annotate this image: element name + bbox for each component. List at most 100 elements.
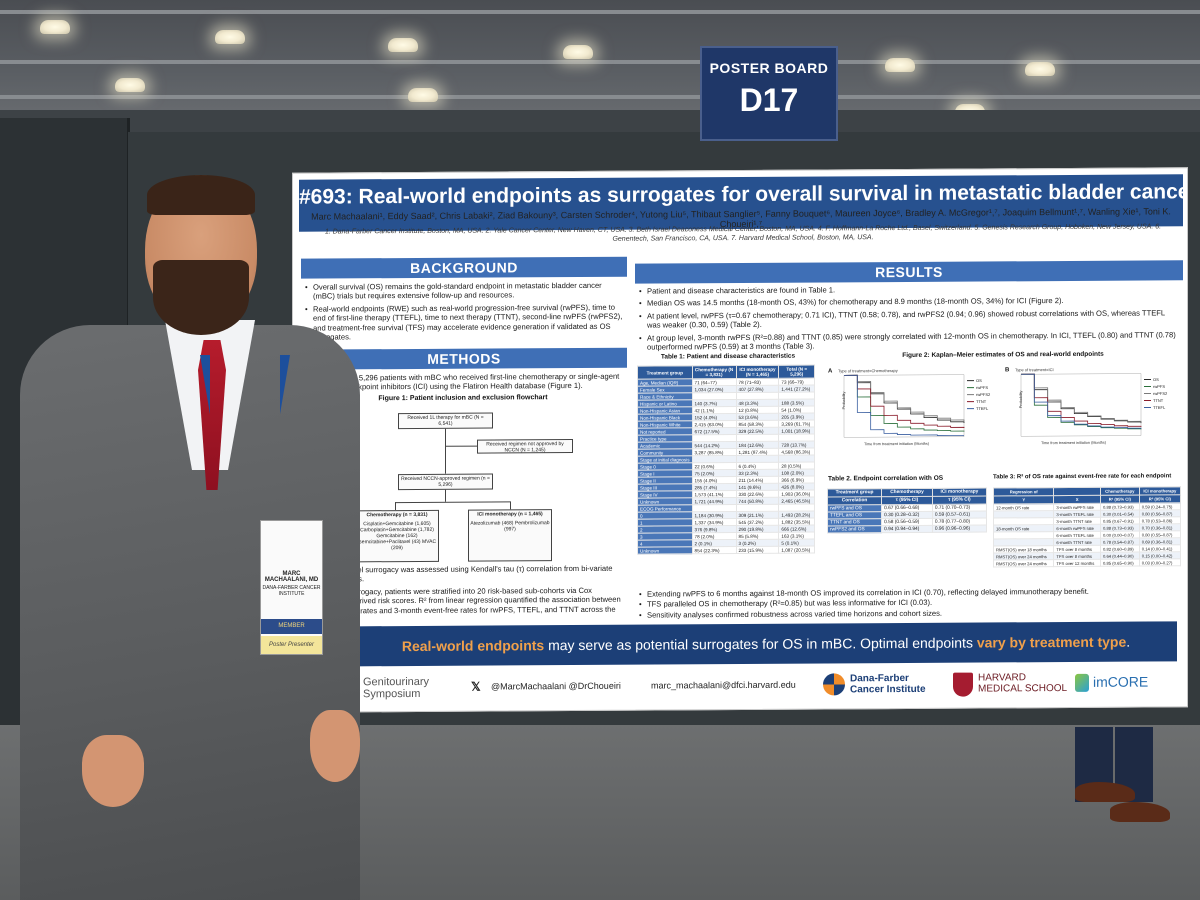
table-cell: 0.03 (0.00–0.27) (1139, 558, 1181, 567)
imcore-logo-icon (1075, 673, 1089, 692)
km-x-axis-label: Time from treatment initiation (Months) (864, 442, 930, 446)
ceiling-light (408, 88, 438, 102)
ceiling-light (215, 30, 245, 44)
km-panel-title: Type of treatment=Chemotherapy (838, 368, 898, 373)
ceiling-truss (0, 95, 1200, 99)
flow-connector (445, 489, 446, 502)
board-sign-label: POSTER BOARD (709, 60, 829, 76)
ceiling-light (115, 78, 145, 92)
km-panel-label: B (1005, 367, 1010, 373)
km-legend-label: rwPFS (1153, 384, 1165, 389)
contact-email[interactable]: marc_machaalani@dfci.harvard.edu (651, 679, 796, 691)
results-text: Patient and disease characteristics are … (639, 283, 1179, 355)
table3-subheader: R² (95% CI) (1100, 495, 1140, 504)
km-legend-label: TTNT (976, 399, 987, 404)
table-cell: 0.94 (0.94–0.94) (881, 525, 933, 533)
km-legend-label: TTNT (1153, 398, 1164, 403)
flow-connector (445, 445, 477, 447)
hair (147, 175, 255, 215)
presenter-person: MARC MACHAALANI, MD DANA-FARBER CANCER I… (20, 175, 365, 900)
ceiling-light (388, 38, 418, 52)
table3-header (1053, 487, 1101, 496)
table-cell: rwPFS2 and OS (827, 525, 882, 533)
social-handles[interactable]: @MarcMachaalani @DrChoueiri (491, 680, 621, 692)
background-person-legs (1075, 727, 1185, 827)
table1-header: Chemotherapy (N = 3,831) (692, 365, 737, 379)
km-curve-rwpfs2 (1021, 373, 1142, 423)
table3-header: Chemotherapy (1100, 487, 1140, 496)
results-bullet: At patient level, rwPFS (τ=0.67 chemothe… (639, 308, 1179, 330)
table3-subheader: X (1053, 495, 1101, 504)
conclusion-banner: Real-world endpoints may serve as potent… (355, 621, 1177, 667)
harvard-shield-icon (953, 672, 973, 697)
symposium-logo: Genitourinary Symposium (363, 675, 430, 701)
table-cell: 0.85 (0.65–0.90) (1100, 559, 1140, 567)
table-cell: 233 (15.9%) (736, 546, 779, 554)
results-bullet: Patient and disease characteristics are … (639, 283, 1179, 296)
badge-org: DANA-FARBER CANCER INSTITUTE (262, 585, 321, 597)
km-legend-label: TTEFL (976, 406, 989, 411)
flow-connector (395, 501, 510, 504)
table3-subheader: R² (95% CI) (1139, 494, 1181, 504)
conference-badge: MARC MACHAALANI, MD DANA-FARBER CANCER I… (260, 520, 323, 655)
table-cell: 854 (22.3%) (692, 546, 737, 554)
table3-caption: Table 3: R² of OS rate against event-fre… (993, 473, 1172, 481)
km-curve-rwpfs2 (844, 374, 965, 422)
dana-farber-logo: Dana-Farber Cancer Institute (850, 672, 926, 696)
km-y-axis-label: Probability (842, 392, 846, 410)
badge-member: MEMBER (261, 619, 322, 634)
brown-shoe (1075, 782, 1135, 802)
results-text-2: Extending rwPFS to 6 months against 18-m… (639, 586, 1179, 621)
km-legend-label: OS (976, 378, 982, 383)
flow-box-total: Received 1L therapy for mBC (N = 6,541) (398, 412, 493, 430)
flow-chemo-title: Chemotherapy (n = 3,831) (366, 511, 428, 519)
x-logo-icon: 𝕏 (471, 679, 481, 694)
dana-farber-logo-icon (823, 673, 845, 696)
table1-header: Total (N = 5,296) (778, 365, 815, 379)
regression-r2-table: Regression of Chemotherapy ICI monothera… (993, 486, 1181, 567)
board-sign-number: D17 (739, 82, 799, 118)
badge-name: MARC MACHAALANI, MD (264, 571, 319, 583)
brown-shoe (1110, 802, 1170, 822)
flow-connector (395, 502, 396, 511)
table3-row: RMST(OS) over 24 months TFS over 12 month… (993, 558, 1181, 567)
harvard-logo: HARVARD MEDICAL SCHOOL (978, 672, 1068, 695)
poster-affiliations: 1. Dana-Farber Cancer Institute, Boston,… (324, 223, 1162, 243)
ceiling-light (40, 20, 70, 34)
flow-connector (510, 501, 511, 510)
km-x-axis-label: Time from treatment initiation (Months) (1041, 441, 1107, 445)
patient-characteristics-table: Treatment group Chemotherapy (N = 3,831)… (637, 365, 815, 555)
inclusion-flowchart: Received 1L therapy for mBC (N = 6,541) … (353, 412, 603, 564)
banner-highlight: Real-world endpoints (401, 637, 545, 655)
km-curve-ttnt (1021, 373, 1142, 427)
km-curve-ttnt (844, 374, 965, 428)
km-legend-label: rwPFS2 (976, 392, 991, 397)
ceiling-light (563, 45, 593, 59)
table-cell: 1,087 (20.5%) (778, 546, 815, 554)
km-chart-ici: B Type of treatment=ICI Time from treatmen… (1005, 367, 1168, 445)
results-bullet: Median OS was 14.5 months (18-month OS, … (639, 296, 1179, 309)
table2-row: rwPFS2 and OS 0.94 (0.94–0.94) 0.96 (0.96–… (827, 524, 987, 533)
km-plot-area (843, 374, 965, 438)
ceiling (0, 0, 1200, 125)
research-poster: #693: Real-world endpoints as surrogates… (292, 167, 1188, 713)
table1-row: Unknown 854 (22.3%) 233 (15.9%) 1,087 (20.5… (637, 546, 815, 555)
table-cell: 0.96 (0.96–0.96) (932, 524, 987, 533)
right-hand (310, 710, 360, 782)
figure2-caption: Figure 2: Kaplan–Meier estimates of OS a… (902, 350, 1104, 360)
table1-caption: Table 1: Patient and disease characteris… (660, 352, 796, 361)
results-bullet: Sensitivity analyses confirmed robustnes… (639, 607, 1179, 620)
imcore-logo: imCORE (1093, 673, 1149, 690)
flow-chemo-detail: Cisplatin+Gemcitabine (1,605) Carboplati… (357, 520, 437, 552)
km-panel-label: A (828, 368, 833, 374)
table2-caption: Table 2. Endpoint correlation with OS (828, 474, 944, 483)
flow-box-chemo: Chemotherapy (n = 3,831) Cisplatin+Gemci… (355, 509, 439, 563)
flow-box-nccn: Received NCCN-approved regimen (n = 5,29… (398, 473, 493, 491)
km-legend-label: TTEFL (1153, 405, 1166, 410)
km-plot-chemotherapy: A Type of treatment=Chemotherapy Time from… (826, 364, 996, 457)
ceiling-light (1025, 62, 1055, 76)
banner-text: may serve as potential surrogates for OS… (544, 634, 977, 654)
table-cell: Unknown (637, 546, 693, 555)
ceiling-truss (0, 10, 1200, 14)
beard (153, 260, 249, 335)
